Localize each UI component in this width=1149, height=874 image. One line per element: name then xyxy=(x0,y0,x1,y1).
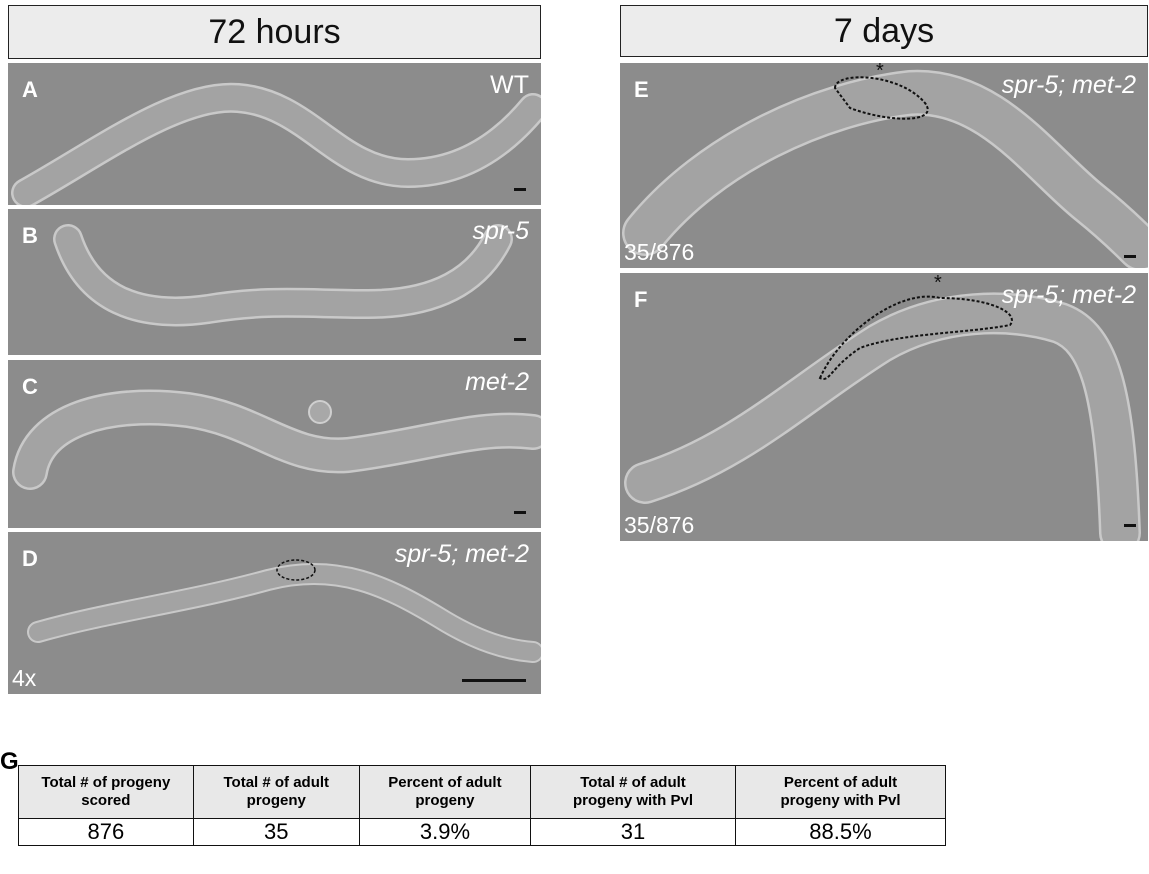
panel-letter: F xyxy=(634,287,647,313)
magnification: 4x xyxy=(12,665,36,692)
table-cell: 876 xyxy=(19,819,194,846)
scale-bar xyxy=(1124,255,1136,258)
panel-letter: B xyxy=(22,223,38,249)
panel-letter: A xyxy=(22,77,38,103)
column-header: Total # of adult progeny xyxy=(193,766,359,819)
scale-bar xyxy=(514,188,526,191)
column-header: Percent of adult progeny xyxy=(359,766,530,819)
column-header: Total # of adult progeny with Pvl xyxy=(531,766,736,819)
panel-letter: D xyxy=(22,546,38,572)
asterisk: * xyxy=(934,273,942,294)
worm-image: * xyxy=(620,273,1148,541)
micrograph: A WT xyxy=(8,63,541,205)
panel-letter: G xyxy=(0,748,19,776)
count: 35/876 xyxy=(624,512,694,539)
table-cell: 35 xyxy=(193,819,359,846)
asterisk: * xyxy=(876,63,884,82)
genotype: spr-5; met-2 xyxy=(1002,281,1136,310)
scale-bar xyxy=(1124,524,1136,527)
genotype: spr-5; met-2 xyxy=(395,540,529,569)
scale-bar xyxy=(462,679,526,682)
column-header: Total # of progeny scored xyxy=(19,766,194,819)
table-cell: 3.9% xyxy=(359,819,530,846)
worm-image xyxy=(8,209,541,355)
scale-bar xyxy=(514,338,526,341)
table-cell: 88.5% xyxy=(736,819,946,846)
panel-letter: E xyxy=(634,77,649,103)
column-title: 7 days xyxy=(620,5,1148,57)
micrograph: C met-2 xyxy=(8,360,541,528)
micrograph: * F spr-5; met-2 35/876 xyxy=(620,273,1148,541)
micrograph: D spr-5; met-2 4x xyxy=(8,532,541,694)
worm-image xyxy=(8,63,541,205)
genotype: met-2 xyxy=(465,368,529,397)
micrograph: B spr-5 xyxy=(8,209,541,355)
worm-image xyxy=(8,360,541,528)
column-header: Percent of adult progeny with Pvl xyxy=(736,766,946,819)
count: 35/876 xyxy=(624,239,694,266)
figure: {"left_column": {"title": "72 hours", "p… xyxy=(0,0,1149,874)
micrograph: * E spr-5; met-2 35/876 xyxy=(620,63,1148,268)
table-cell: 31 xyxy=(531,819,736,846)
genotype: WT xyxy=(490,71,529,100)
genotype: spr-5; met-2 xyxy=(1002,71,1136,100)
scale-bar xyxy=(514,511,526,514)
panel-letter: C xyxy=(22,374,38,400)
genotype: spr-5 xyxy=(472,217,529,246)
column-title: 72 hours xyxy=(8,5,541,59)
